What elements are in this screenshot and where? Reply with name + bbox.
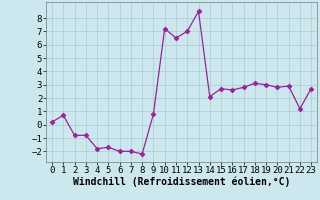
X-axis label: Windchill (Refroidissement éolien,°C): Windchill (Refroidissement éolien,°C) — [73, 177, 290, 187]
